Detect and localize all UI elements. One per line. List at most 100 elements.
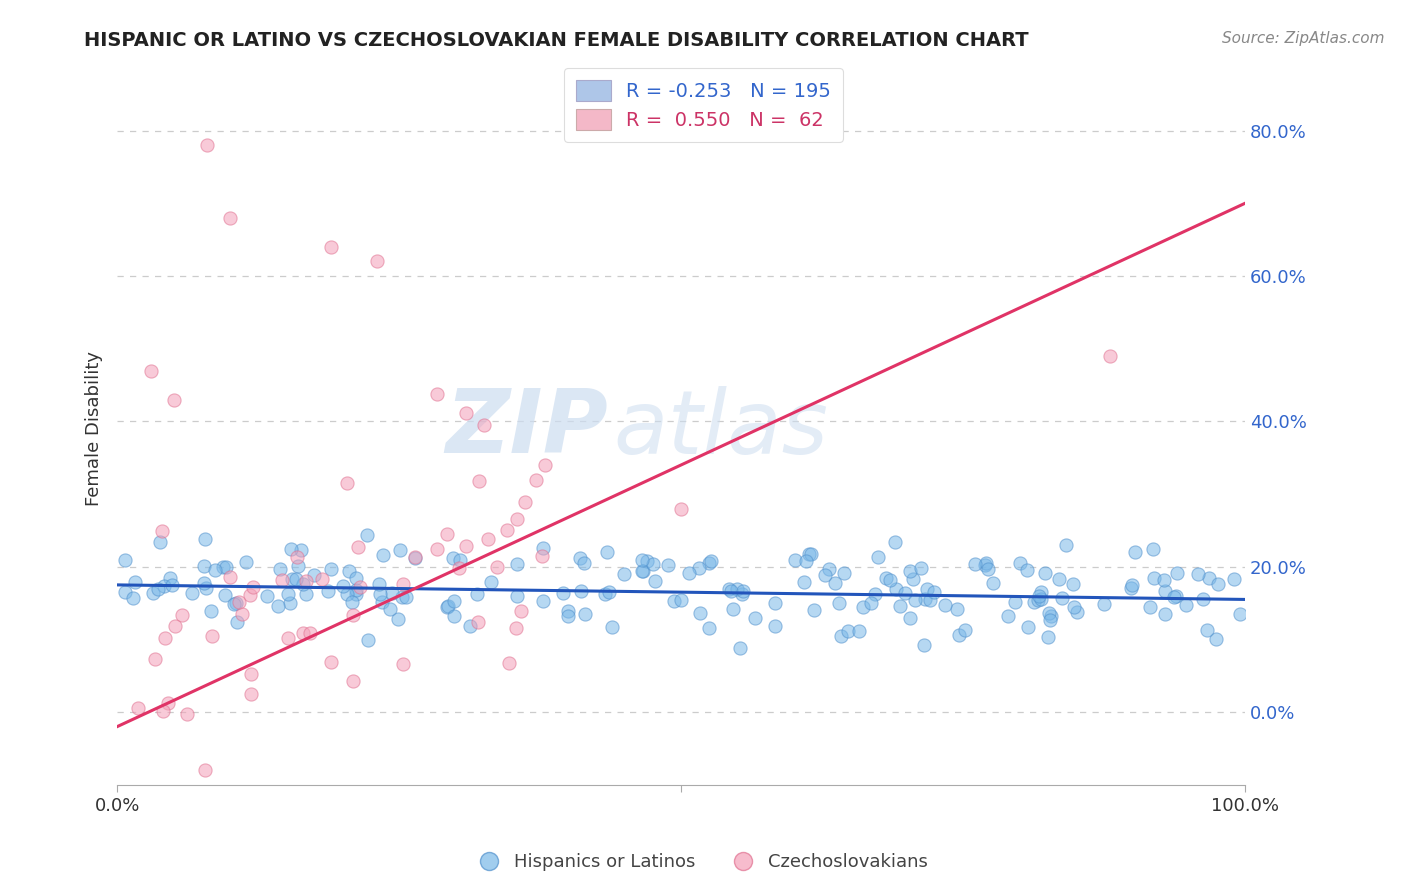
Point — [321, 562, 343, 576]
Point — [568, 551, 591, 566]
Point — [883, 534, 905, 549]
Point — [641, 558, 664, 572]
Point — [349, 580, 371, 594]
Text: ZIP: ZIP — [444, 385, 607, 472]
Point — [367, 577, 389, 591]
Point — [731, 584, 754, 599]
Point — [342, 673, 364, 688]
Point — [1092, 598, 1115, 612]
Point — [1054, 538, 1077, 552]
Point — [506, 590, 529, 604]
Point — [211, 559, 233, 574]
Point — [302, 567, 325, 582]
Point — [122, 591, 145, 605]
Point — [162, 392, 184, 407]
Point — [731, 587, 754, 601]
Point — [1098, 349, 1121, 363]
Point — [689, 606, 711, 620]
Point — [894, 586, 917, 600]
Point — [321, 240, 343, 254]
Point — [1031, 591, 1053, 606]
Point — [436, 526, 458, 541]
Point — [997, 609, 1019, 624]
Point — [443, 594, 465, 608]
Point — [613, 567, 636, 582]
Point — [977, 562, 1000, 576]
Point — [486, 559, 509, 574]
Point — [231, 607, 253, 622]
Point — [114, 552, 136, 566]
Point — [889, 599, 911, 613]
Point — [515, 495, 537, 509]
Point — [381, 586, 404, 600]
Point — [830, 629, 852, 643]
Point — [142, 586, 165, 600]
Point — [436, 599, 458, 614]
Point — [974, 558, 997, 573]
Point — [875, 571, 897, 585]
Point — [392, 577, 415, 591]
Point — [256, 589, 278, 603]
Point — [124, 574, 146, 589]
Point — [1166, 590, 1188, 604]
Point — [172, 608, 194, 623]
Point — [557, 604, 579, 618]
Point — [631, 564, 654, 578]
Point — [387, 612, 409, 626]
Point — [454, 539, 477, 553]
Point — [557, 608, 579, 623]
Point — [553, 586, 575, 600]
Point — [479, 574, 502, 589]
Point — [285, 572, 308, 586]
Point — [295, 587, 318, 601]
Point — [214, 588, 236, 602]
Point — [280, 541, 302, 556]
Point — [298, 626, 321, 640]
Text: HISPANIC OR LATINO VS CZECHOSLOVAKIAN FEMALE DISABILITY CORRELATION CHART: HISPANIC OR LATINO VS CZECHOSLOVAKIAN FE… — [84, 31, 1029, 50]
Point — [763, 619, 786, 633]
Point — [311, 573, 333, 587]
Point — [1195, 623, 1218, 637]
Point — [332, 579, 354, 593]
Point — [866, 550, 889, 565]
Point — [404, 551, 426, 566]
Point — [1024, 594, 1046, 608]
Point — [465, 587, 488, 601]
Point — [728, 640, 751, 655]
Point — [814, 568, 837, 582]
Point — [159, 571, 181, 585]
Point — [697, 556, 720, 570]
Point — [277, 631, 299, 645]
Point — [720, 584, 742, 599]
Point — [828, 597, 851, 611]
Point — [1050, 591, 1073, 605]
Point — [346, 583, 368, 598]
Point — [678, 566, 700, 580]
Point — [572, 556, 595, 570]
Point — [946, 602, 969, 616]
Point — [671, 593, 693, 607]
Point — [879, 573, 901, 587]
Point — [506, 557, 529, 571]
Point — [859, 596, 882, 610]
Point — [193, 576, 215, 591]
Point — [1036, 630, 1059, 644]
Point — [834, 566, 856, 580]
Point — [803, 603, 825, 617]
Point — [1229, 607, 1251, 621]
Point — [458, 619, 481, 633]
Point — [793, 575, 815, 590]
Point — [280, 572, 302, 586]
Point — [1205, 632, 1227, 647]
Point — [195, 581, 218, 595]
Point — [1066, 605, 1088, 619]
Point — [290, 543, 312, 558]
Point — [700, 554, 723, 568]
Point — [505, 622, 527, 636]
Point — [510, 604, 533, 618]
Point — [155, 632, 177, 646]
Point — [194, 763, 217, 777]
Point — [498, 656, 520, 670]
Point — [965, 558, 987, 572]
Point — [150, 524, 173, 539]
